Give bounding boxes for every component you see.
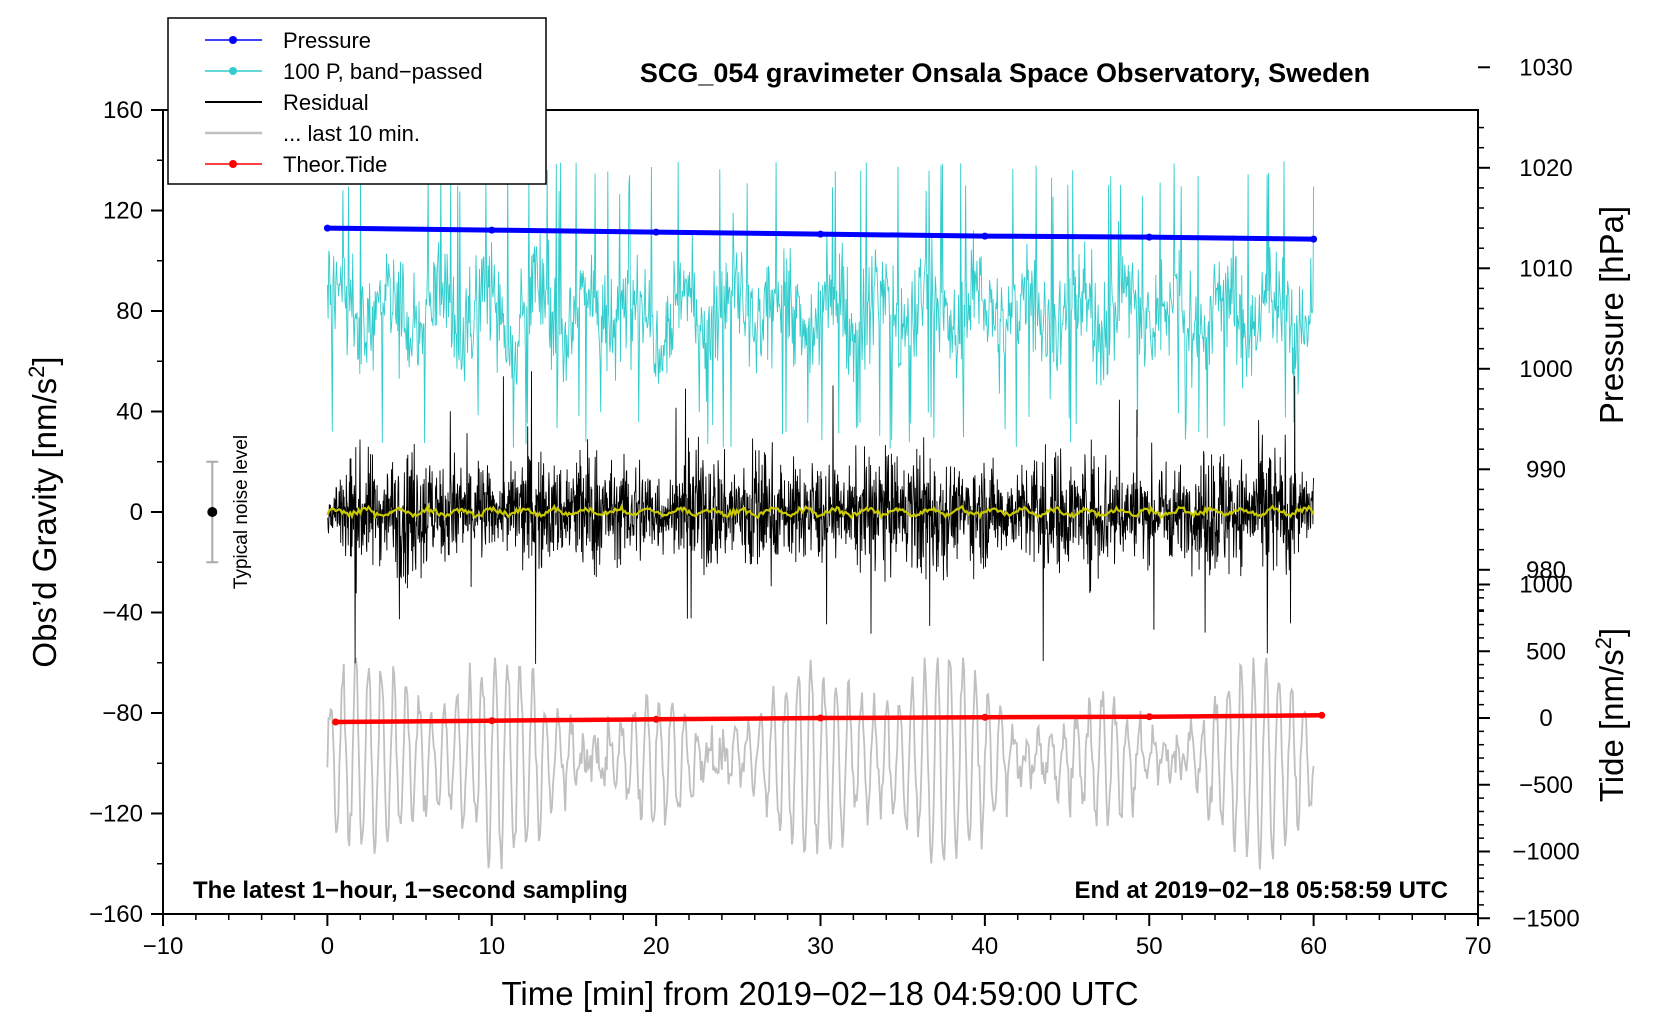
y-tick-label: 0 <box>130 499 143 526</box>
series-residual-line <box>327 371 1315 664</box>
series-pressure-point <box>652 228 660 236</box>
series-tide-point <box>332 718 340 726</box>
series-bandpassed-line <box>326 161 1315 449</box>
tide-tick-label: −500 <box>1519 772 1573 799</box>
x-tick-label: 50 <box>1136 933 1163 960</box>
legend-entry-bandpassed: 100 P, band−passed <box>205 59 483 84</box>
tide-tick-label: 500 <box>1526 638 1566 665</box>
series-tide-line <box>335 713 1322 725</box>
series-tide-point <box>488 717 496 725</box>
y-tick-label: 160 <box>103 97 143 124</box>
x-tick-label: 20 <box>643 933 670 960</box>
series-pressure-point <box>1145 233 1153 241</box>
x-tick-label: 0 <box>321 933 334 960</box>
y-tick-label: −120 <box>89 801 143 828</box>
y-axis-label-tide: Tide [nm/s2] <box>1591 628 1630 802</box>
x-tick-label: 40 <box>972 933 999 960</box>
x-tick-label: 30 <box>807 933 834 960</box>
series-tide-point <box>817 714 824 722</box>
chart-title: SCG_054 gravimeter Onsala Space Observat… <box>640 58 1370 88</box>
y-axis-label-gravity: Obs’d Gravity [nm/s2] <box>24 356 63 667</box>
pressure-tick-label: 1020 <box>1519 155 1572 182</box>
series-layer <box>323 161 1326 870</box>
legend: Pressure 100 P, band−passed Residual ...… <box>167 17 547 185</box>
series-pressure-point <box>1310 235 1318 243</box>
y-tick-label: −160 <box>89 901 143 928</box>
y-tick-label: 40 <box>116 399 143 426</box>
tide-tick-label: 1000 <box>1519 572 1572 599</box>
annotation-left: The latest 1−hour, 1−second sampling <box>193 877 628 904</box>
legend-label-last10: ... last 10 min. <box>283 121 420 146</box>
series-pressure-point <box>981 232 989 240</box>
legend-entry-pressure: Pressure <box>205 28 371 53</box>
series-last10-line <box>326 657 1315 870</box>
legend-entry-residual: Residual <box>205 90 369 115</box>
tide-tick-label: −1000 <box>1512 839 1579 866</box>
pressure-tick-label: 1000 <box>1519 356 1572 383</box>
x-tick-label: 10 <box>478 933 505 960</box>
y-tick-label: −80 <box>102 700 143 727</box>
y-tick-label: 80 <box>116 298 143 325</box>
legend-label-residual: Residual <box>283 90 369 115</box>
x-tick-label: 70 <box>1465 933 1492 960</box>
legend-label-tide: Theor.Tide <box>283 152 387 177</box>
noise-level-dot <box>207 507 218 517</box>
pressure-tick-label: 1010 <box>1519 255 1572 282</box>
series-smoothed-line <box>326 503 1315 521</box>
annotation-right: End at 2019−02−18 05:58:59 UTC <box>1074 877 1448 904</box>
x-axis-label: Time [min] from 2019−02−18 04:59:00 UTC <box>501 975 1138 1012</box>
legend-label-pressure: Pressure <box>283 28 371 53</box>
series-tide-point <box>981 713 989 721</box>
noise-level-indicator: Typical noise level <box>206 435 252 589</box>
series-tide-point <box>1318 711 1326 719</box>
y-tick-label: 120 <box>103 198 143 225</box>
series-pressure-point <box>323 224 331 232</box>
tide-tick-label: −1500 <box>1512 905 1579 932</box>
pressure-tick-label: 1030 <box>1519 54 1572 81</box>
series-pressure-point <box>488 226 496 234</box>
legend-entry-tide: Theor.Tide <box>205 152 387 177</box>
y-tick-label: −40 <box>102 600 143 627</box>
pressure-tick-label: 980 <box>1526 557 1566 584</box>
y-axis-label-pressure: Pressure [hPa] <box>1593 206 1630 424</box>
series-tide-point <box>652 715 660 723</box>
x-tick-label: −10 <box>143 933 184 960</box>
series-tide-point <box>1145 713 1153 721</box>
legend-entry-last10: ... last 10 min. <box>205 121 420 146</box>
noise-level-label: Typical noise level <box>231 435 252 589</box>
tick-layer: −10 0 10 20 30 40 50 60 7016012080400−40−80−120−… <box>89 54 1580 960</box>
pressure-tick-label: 990 <box>1526 456 1566 483</box>
tide-tick-label: 0 <box>1539 705 1552 732</box>
legend-label-bandpassed: 100 P, band−passed <box>283 59 483 84</box>
series-pressure-point <box>817 230 824 238</box>
x-tick-label: 60 <box>1300 933 1327 960</box>
